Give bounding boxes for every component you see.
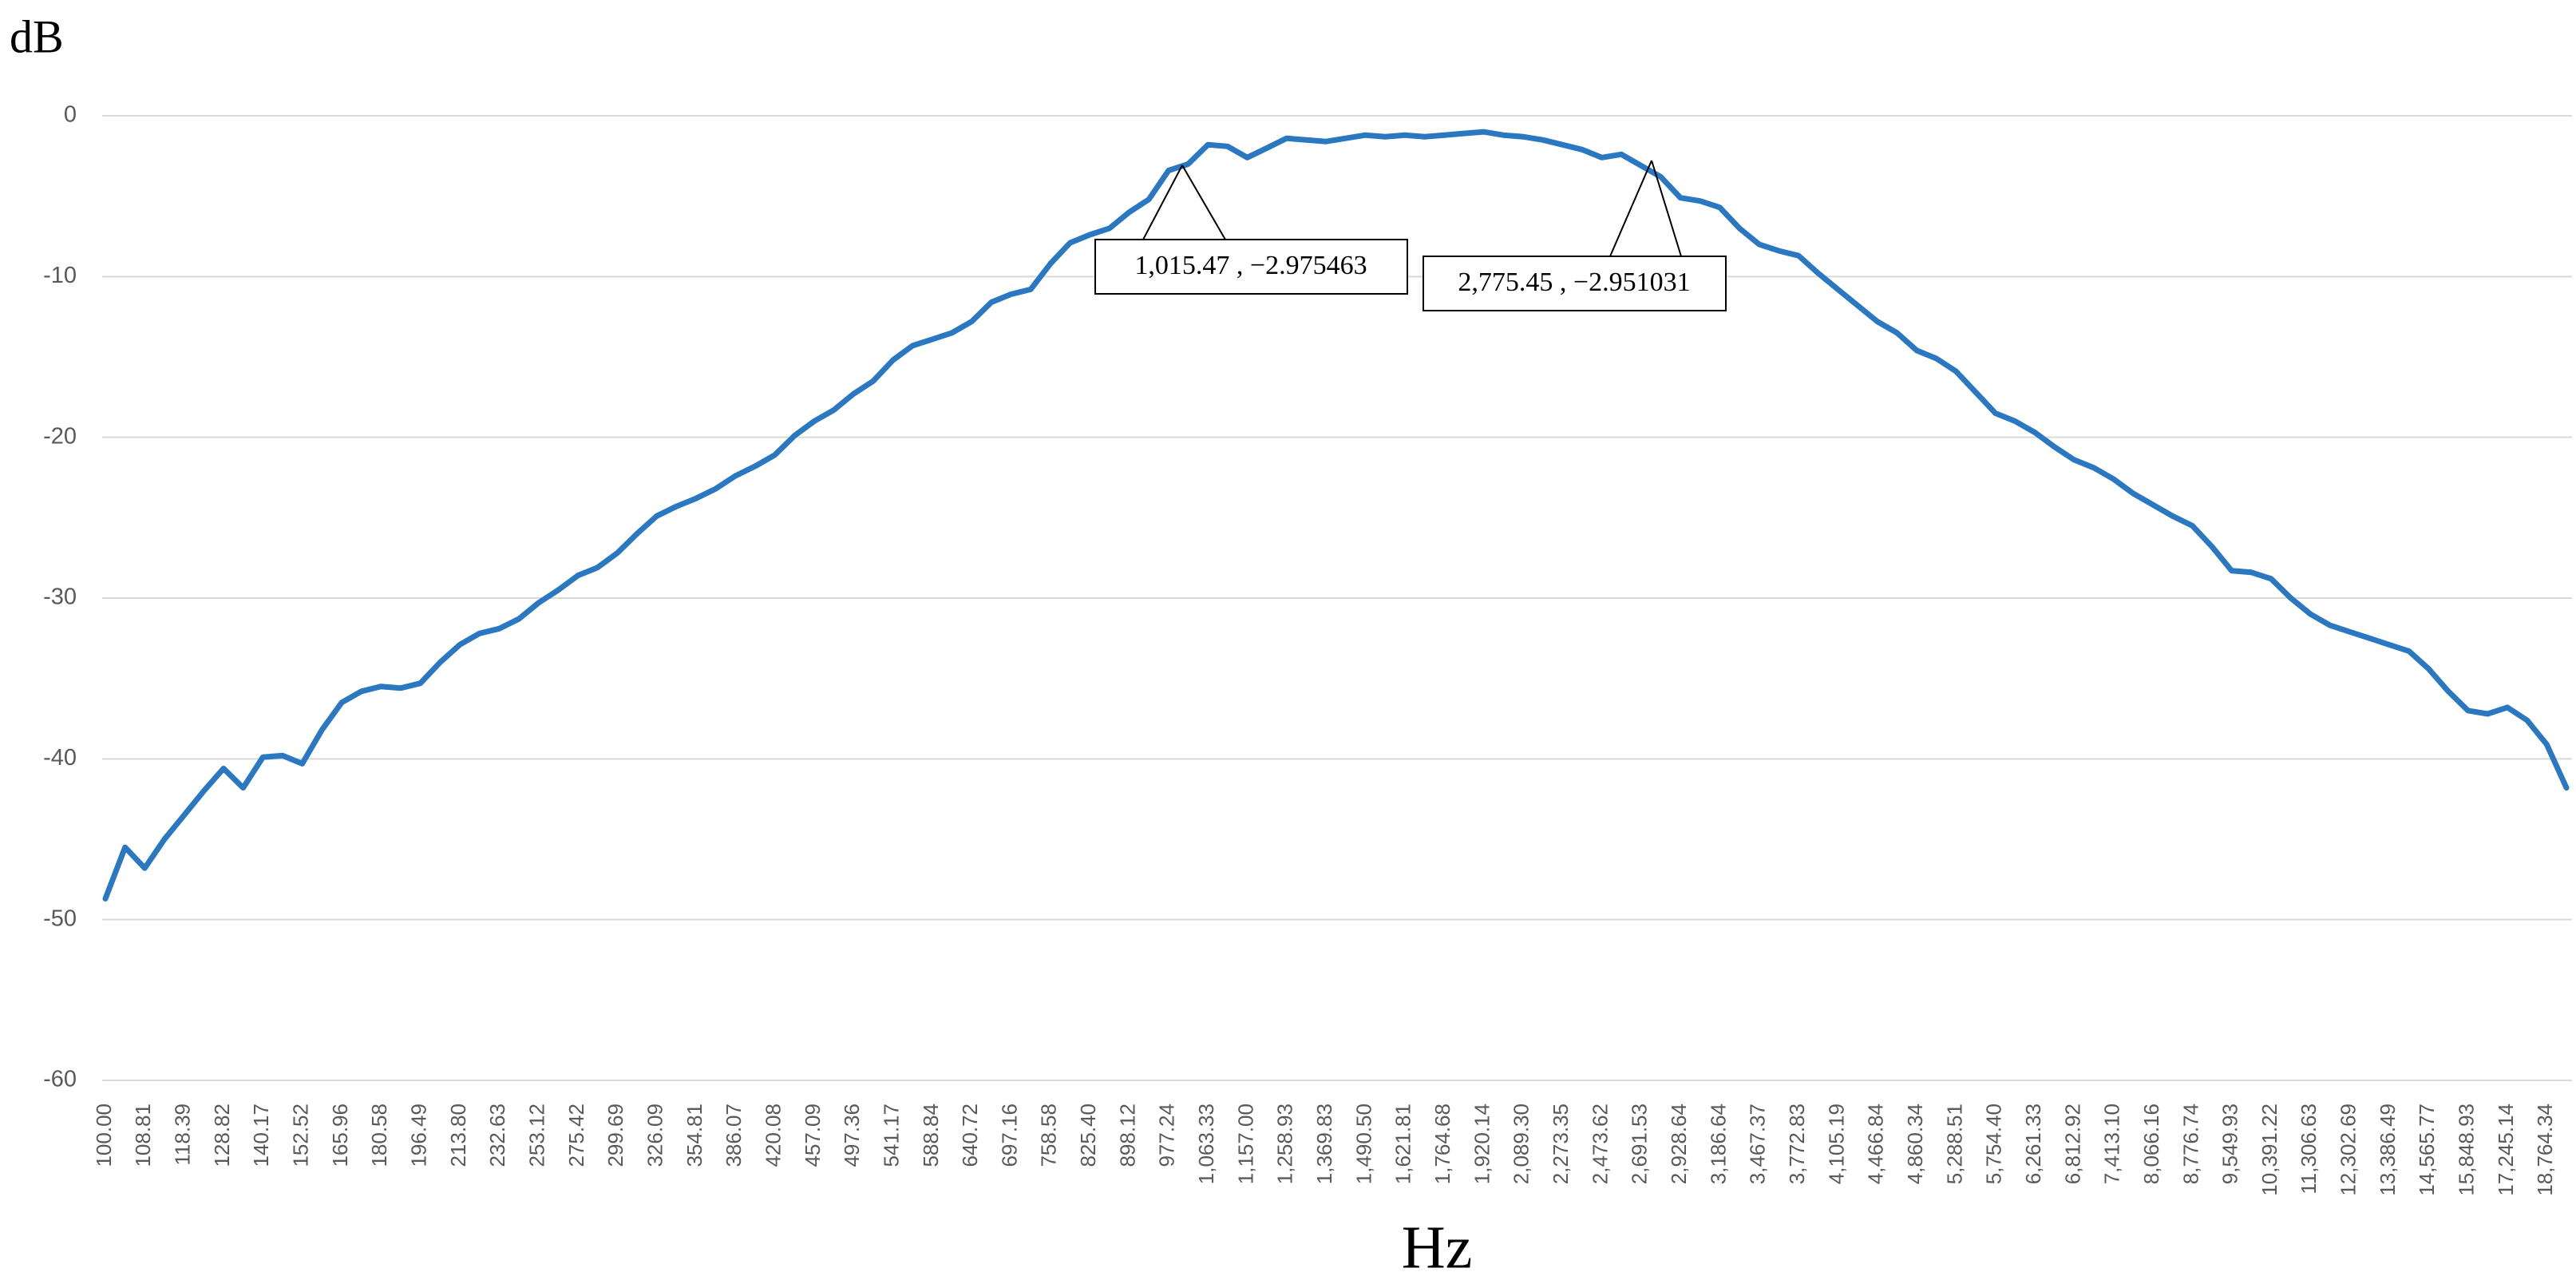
- x-tick-label: 1,920.14: [1470, 1104, 1494, 1184]
- x-tick-label: 10,391.22: [2257, 1104, 2281, 1196]
- data-line: [102, 129, 2570, 902]
- y-tick-label: -40: [43, 745, 77, 771]
- x-tick-label: 977.24: [1155, 1104, 1179, 1167]
- x-tick-label: 2,473.62: [1588, 1104, 1612, 1184]
- callout-box: [1423, 256, 1727, 311]
- x-tick-label: 354.81: [683, 1104, 706, 1167]
- x-tick-label: 232.63: [485, 1104, 509, 1167]
- x-tick-label: 697.16: [997, 1104, 1021, 1167]
- x-tick-label: 152.52: [289, 1104, 313, 1167]
- x-tick-label: 825.40: [1076, 1104, 1100, 1167]
- x-tick-label: 213.80: [446, 1104, 470, 1167]
- x-tick-label: 8,066.16: [2139, 1104, 2163, 1184]
- x-tick-label: 11,306.63: [2297, 1104, 2321, 1195]
- x-tick-label: 640.72: [958, 1104, 982, 1167]
- x-tick-label: 420.08: [761, 1104, 785, 1167]
- x-tick-label: 140.17: [249, 1104, 273, 1167]
- x-tick-label: 8,776.74: [2178, 1104, 2202, 1184]
- x-tick-label: 100.00: [92, 1104, 116, 1167]
- x-tick-label: 5,754.40: [1982, 1104, 2006, 1184]
- x-tick-label: 386.07: [722, 1104, 746, 1167]
- callout-line: [1651, 160, 1682, 257]
- x-tick-label: 14,565.77: [2415, 1104, 2439, 1196]
- y-tick-label: 0: [64, 102, 77, 128]
- y-tick-label: -10: [43, 263, 77, 288]
- x-tick-label: 758.58: [1037, 1104, 1061, 1167]
- x-axis-label: Hz: [1402, 1214, 1473, 1280]
- x-tick-label: 1,490.50: [1351, 1104, 1375, 1184]
- y-tick-label: -20: [43, 423, 77, 449]
- x-tick-label: 128.82: [210, 1104, 234, 1167]
- x-tick-label: 7,413.10: [2100, 1104, 2124, 1184]
- x-tick-label: 12,302.69: [2337, 1104, 2360, 1196]
- x-tick-label: 18,764.34: [2533, 1104, 2557, 1196]
- plot-area: -60 -50 -40 -30 -20 -10 0 100.00 108.81 118.39 128…: [43, 102, 2572, 1196]
- x-tick-label: 196.49: [406, 1104, 430, 1167]
- annotation: 1,015.47 , −2.975463: [1134, 251, 1367, 280]
- x-tick-label: 299.69: [603, 1104, 627, 1167]
- x-tick-label: 4,466.84: [1864, 1104, 1888, 1184]
- callout: 2,775.45 , −2.951031: [1423, 160, 1727, 311]
- x-tick-label: 1,369.83: [1312, 1104, 1336, 1184]
- x-tick-label: 275.42: [564, 1104, 588, 1167]
- x-tick-label: 3,467.37: [1746, 1104, 1770, 1184]
- y-tick-label: -50: [43, 906, 77, 931]
- x-tick-label: 541.17: [879, 1104, 903, 1167]
- x-tick-label: 3,186.64: [1706, 1104, 1730, 1184]
- x-tick-label: 17,245.14: [2494, 1104, 2518, 1196]
- x-tick-label: 165.96: [328, 1104, 352, 1167]
- x-tick-label: 6,812.92: [2060, 1104, 2084, 1184]
- x-tick-label: 180.58: [367, 1104, 391, 1167]
- x-tick-label: 253.12: [524, 1104, 548, 1167]
- x-tick-label: 9,549.93: [2218, 1104, 2242, 1184]
- x-tick-label: 2,928.64: [1667, 1104, 1691, 1184]
- x-tick-label: 6,261.33: [2021, 1104, 2045, 1184]
- y-tick-label: -30: [43, 585, 77, 610]
- x-tick-label: 13,386.49: [2376, 1104, 2400, 1196]
- callout-line: [1181, 164, 1226, 240]
- x-tick-label: 898.12: [1115, 1104, 1139, 1167]
- x-tick-label: 1,764.68: [1430, 1104, 1454, 1184]
- x-tick-label: 5,288.51: [1942, 1104, 1966, 1184]
- x-tick-label: 2,273.35: [1549, 1104, 1573, 1184]
- x-tick-label: 457.09: [801, 1104, 825, 1167]
- callout-line: [1142, 164, 1183, 240]
- callout-line: [1609, 160, 1652, 257]
- y-tick-label: -60: [43, 1067, 77, 1092]
- x-tick-label: 118.39: [171, 1104, 195, 1166]
- callout: 1,015.47 , −2.975463: [1094, 164, 1408, 295]
- x-tick-label: 1,621.81: [1391, 1104, 1415, 1184]
- x-tick-label: 1,258.93: [1273, 1104, 1297, 1184]
- x-tick-label: 588.84: [919, 1104, 943, 1167]
- x-tick-label: 2,691.53: [1628, 1104, 1652, 1184]
- x-tick-label: 497.36: [840, 1104, 864, 1167]
- x-tick-label: 4,860.34: [1903, 1104, 1927, 1184]
- x-tick-label: 3,772.83: [1785, 1104, 1809, 1184]
- x-tick-label: 2,089.30: [1510, 1104, 1533, 1184]
- x-tick-label: 15,848.93: [2455, 1104, 2479, 1196]
- x-tick-label: 108.81: [131, 1104, 155, 1167]
- y-axis-label: dB: [10, 10, 64, 62]
- callout-box: [1094, 239, 1408, 295]
- x-tick-label: 4,105.19: [1824, 1104, 1848, 1184]
- x-tick-label: 1,157.00: [1233, 1104, 1257, 1184]
- x-tick-label: 1,063.33: [1194, 1104, 1218, 1184]
- x-tick-label: 326.09: [643, 1104, 667, 1167]
- annotation: 2,775.45 , −2.951031: [1458, 267, 1690, 297]
